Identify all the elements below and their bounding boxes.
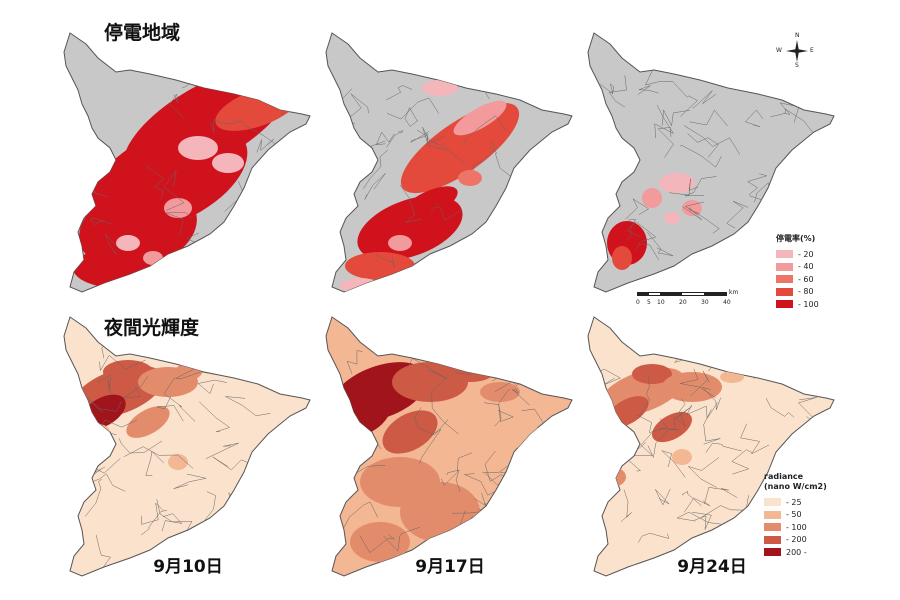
- legend-item: - 200: [764, 534, 827, 547]
- legend-label: - 40: [798, 262, 814, 272]
- region-fill: [345, 252, 415, 280]
- region-fill: [400, 102, 520, 194]
- legend-swatch: [764, 523, 781, 532]
- outage-map-sep17: [325, 32, 573, 293]
- region-fill: [652, 411, 692, 443]
- region-fill: [126, 406, 170, 438]
- region-fill: [682, 200, 702, 216]
- legend-item: - 100: [764, 521, 827, 534]
- compass-icon: N S E W: [776, 32, 814, 69]
- nightlight-row-title: 夜間光輝度: [104, 317, 200, 339]
- date-label-sep24: 9月24日: [677, 557, 747, 577]
- legend-label: - 100: [786, 522, 807, 532]
- compass-n: N: [795, 32, 800, 39]
- legend-swatch: [764, 498, 781, 507]
- radiance-legend: radiance (nano W/cm2) - 25 - 50 - 100 - …: [764, 472, 827, 559]
- legend-label: 200 -: [786, 547, 807, 557]
- legend-item: - 50: [764, 509, 827, 522]
- nightlight-map-sep17: [325, 316, 573, 577]
- date-label-sep10: 9月10日: [153, 557, 223, 577]
- region-fill: [402, 186, 458, 220]
- region-fill: [453, 100, 507, 136]
- legend-label: - 80: [798, 287, 814, 297]
- region-fill: [480, 382, 520, 402]
- legend-swatch: [764, 510, 781, 519]
- legend-label: - 50: [786, 510, 802, 520]
- scale-bar: 0 5 10 20 30 40 km: [636, 286, 747, 310]
- region-fill: [212, 153, 244, 173]
- legend-label: - 60: [798, 274, 814, 284]
- region-fill: [642, 188, 662, 208]
- region-fill: [672, 449, 692, 465]
- scale-tick: 30: [701, 299, 709, 306]
- legend-item: - 20: [776, 248, 819, 261]
- region-fill: [168, 454, 188, 470]
- region-fill: [598, 467, 626, 487]
- legend-swatch: [776, 275, 793, 284]
- region-fill: [382, 410, 438, 454]
- nightlight-map-sep24: [587, 316, 835, 577]
- legend-swatch: [776, 262, 793, 271]
- region-fill: [662, 372, 722, 402]
- legend-item: 200 -: [764, 546, 827, 559]
- region-fill: [720, 371, 744, 383]
- region-fill: [664, 212, 680, 224]
- prefecture-shape: [63, 316, 311, 577]
- region-fill: [164, 198, 192, 218]
- legend-label: - 100: [798, 299, 819, 309]
- legend-label: - 20: [798, 249, 814, 259]
- legend-swatch: [776, 287, 793, 296]
- legend-label: - 25: [786, 497, 802, 507]
- region-fill: [350, 522, 410, 562]
- region-fill: [446, 362, 494, 382]
- legend-item: - 40: [776, 261, 819, 274]
- outage-legend: 停電率(%) - 20 - 40 - 60 - 80 - 100: [776, 234, 819, 311]
- scale-unit: km: [729, 289, 739, 296]
- region-fill: [458, 170, 482, 186]
- prefecture-shape: [587, 32, 835, 293]
- region-fill: [218, 356, 238, 368]
- legend-item: - 60: [776, 273, 819, 286]
- compass-e: E: [810, 47, 814, 54]
- date-label-sep17: 9月17日: [415, 557, 485, 577]
- outage-legend-title: 停電率(%): [776, 234, 816, 243]
- region-fill: [632, 364, 672, 384]
- scale-tick: 20: [679, 299, 687, 306]
- legend-swatch: [764, 535, 781, 544]
- region-fill: [392, 362, 468, 402]
- region-fill: [86, 424, 110, 440]
- legend-swatch: [764, 548, 781, 557]
- scale-tick: 5: [647, 299, 651, 306]
- legend-label: - 200: [786, 535, 807, 545]
- region-fill: [659, 173, 695, 193]
- scale-tick: 0: [636, 299, 640, 306]
- legend-item: - 100: [776, 298, 819, 311]
- region-fill: [116, 235, 140, 251]
- region-fill: [143, 251, 163, 265]
- outage-map-sep10: [63, 32, 311, 293]
- legend-swatch: [776, 250, 793, 259]
- outage-row-title: 停電地域: [104, 22, 181, 44]
- scale-tick: 10: [657, 299, 665, 306]
- radiance-legend-title: radiance (nano W/cm2): [764, 472, 827, 492]
- legend-item: - 80: [776, 286, 819, 299]
- radiance-legend-title-line1: radiance: [764, 472, 804, 481]
- radiance-legend-title-line2: (nano W/cm2): [764, 482, 827, 491]
- region-fill: [400, 482, 480, 542]
- region-fill: [178, 136, 218, 160]
- legend-swatch: [776, 300, 793, 309]
- region-fill: [388, 235, 412, 251]
- compass-s: S: [795, 62, 799, 69]
- region-fill: [612, 246, 632, 270]
- scale-tick: 40: [723, 299, 731, 306]
- legend-item: - 25: [764, 496, 827, 509]
- nightlight-map-sep10: [63, 316, 311, 577]
- compass-w: W: [776, 47, 782, 54]
- region-fill: [422, 80, 458, 96]
- outage-map-sep24: [587, 32, 835, 293]
